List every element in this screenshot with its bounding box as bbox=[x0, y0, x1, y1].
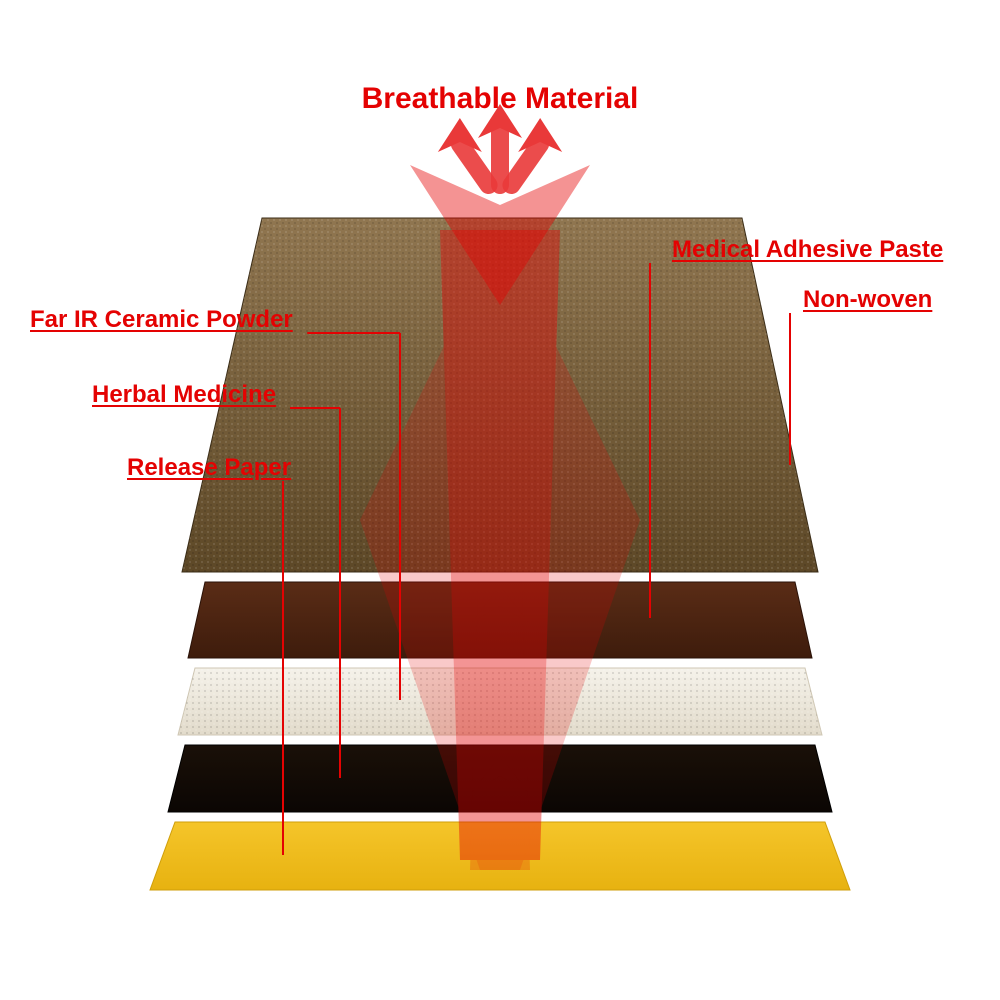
label-adhesive: Medical Adhesive Paste bbox=[672, 236, 943, 264]
label-herbal: Herbal Medicine bbox=[92, 381, 276, 409]
label-nonwoven: Non-woven bbox=[803, 286, 932, 314]
label-release: Release Paper bbox=[127, 454, 291, 482]
label-ceramic: Far IR Ceramic Powder bbox=[30, 306, 293, 334]
title: Breathable Material bbox=[362, 82, 639, 115]
